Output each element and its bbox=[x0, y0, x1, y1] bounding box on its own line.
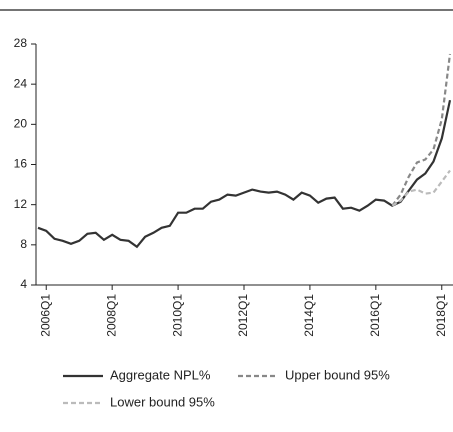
legend-label: Upper bound 95% bbox=[285, 367, 390, 382]
x-tick-label: 2006Q1 bbox=[38, 294, 52, 337]
y-tick-label: 20 bbox=[14, 117, 28, 131]
x-tick-label: 2012Q1 bbox=[236, 294, 250, 337]
x-tick-label: 2010Q1 bbox=[170, 294, 184, 337]
x-tick-label: 2014Q1 bbox=[302, 294, 316, 337]
series-line bbox=[391, 53, 452, 207]
y-tick-label: 28 bbox=[14, 36, 28, 50]
y-tick-label: 4 bbox=[20, 277, 27, 291]
x-tick-label: 2016Q1 bbox=[368, 294, 382, 337]
legend-label: Aggregate NPL% bbox=[110, 367, 211, 382]
x-tick-label: 2008Q1 bbox=[104, 294, 118, 337]
series-line bbox=[37, 99, 452, 249]
y-tick-label: 24 bbox=[14, 76, 28, 90]
series-line bbox=[391, 169, 451, 207]
y-tick-label: 8 bbox=[20, 237, 27, 251]
legend-label: Lower bound 95% bbox=[110, 394, 215, 409]
y-tick-label: 12 bbox=[14, 197, 28, 211]
y-tick-label: 16 bbox=[14, 157, 28, 171]
x-tick-label: 2018Q1 bbox=[434, 294, 448, 337]
